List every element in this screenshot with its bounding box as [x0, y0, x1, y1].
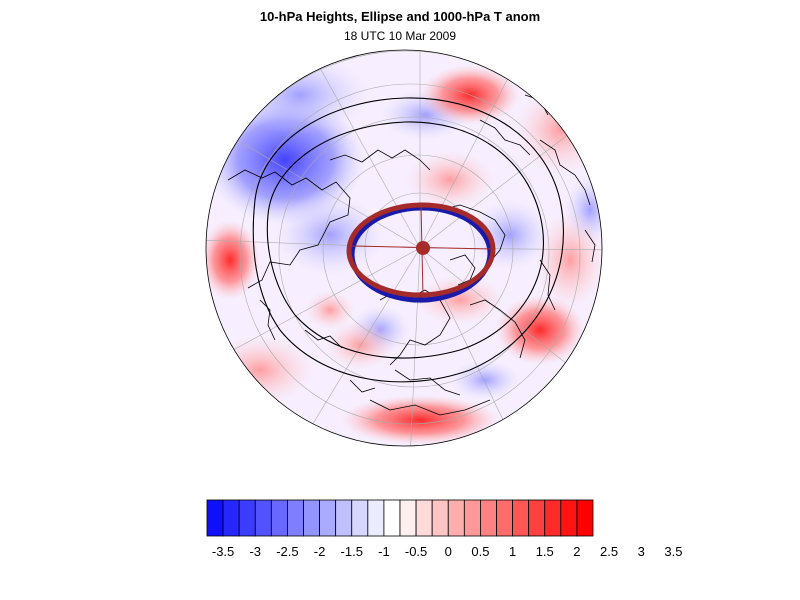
colorbar-labels: -3.5 -3 -2.5 -2 -1.5 -1 -0.5 0 0.5 1 1.5 2 2.5 3 3.5 — [212, 544, 683, 559]
colorbar-box — [287, 499, 304, 537]
map-title: 10-hPa Heights, Ellipse and 1000-hPa T a… — [259, 9, 541, 24]
colorbar-box — [496, 499, 513, 537]
colorbar-box — [303, 499, 320, 537]
colorbar-tick-label: 2 — [573, 544, 580, 559]
colorbar-boxes — [206, 499, 594, 537]
coastlines — [227, 94, 596, 416]
height-contours — [252, 97, 564, 383]
colorbar-box — [238, 499, 256, 537]
colorbar-tick-label: -2 — [314, 544, 326, 559]
colorbar-tick-label: 1.5 — [536, 544, 554, 559]
colorbar-tick-label: 0.5 — [471, 544, 489, 559]
colorbar-box — [206, 499, 224, 537]
colorbar-box — [335, 499, 353, 537]
colorbar-box — [463, 499, 481, 537]
colorbar-box — [415, 499, 433, 537]
vortex-ellipse — [346, 202, 496, 303]
colorbar-box — [480, 499, 497, 537]
colorbar-tick-label: 1 — [509, 544, 516, 559]
colorbar-tick-label: 3.5 — [664, 544, 682, 559]
colorbar-tick-label: -3 — [249, 544, 261, 559]
globe-outline — [205, 49, 603, 447]
colorbar-box — [270, 499, 288, 537]
colorbar-tick-label: 3 — [638, 544, 645, 559]
colorbar-box — [319, 499, 337, 537]
colorbar-tick-label: 0 — [445, 544, 452, 559]
colorbar-box — [544, 499, 562, 537]
colorbar-box — [399, 499, 417, 537]
colorbar-tick-label: -1.5 — [341, 544, 363, 559]
colorbar-box — [367, 499, 385, 537]
colorbar-tick-label: -0.5 — [405, 544, 427, 559]
colorbar-box — [222, 499, 240, 537]
colorbar-box — [431, 499, 449, 537]
colorbar-box — [351, 499, 369, 537]
colorbar-box — [528, 499, 546, 537]
colorbar-box — [447, 499, 465, 537]
colorbar-box — [254, 499, 272, 537]
colorbar-box — [560, 499, 578, 537]
colorbar-tick-label: 2.5 — [600, 544, 618, 559]
colorbar-box — [383, 499, 401, 537]
colorbar-tick-label: -1 — [378, 544, 390, 559]
map-subtitle: 18 UTC 10 Mar 2009 — [343, 29, 457, 43]
vortex-center-marker — [416, 241, 430, 255]
colorbar-tick-label: -2.5 — [276, 544, 298, 559]
colorbar-tick-label: -3.5 — [212, 544, 234, 559]
colorbar-box — [576, 499, 594, 537]
colorbar-box — [512, 499, 530, 537]
